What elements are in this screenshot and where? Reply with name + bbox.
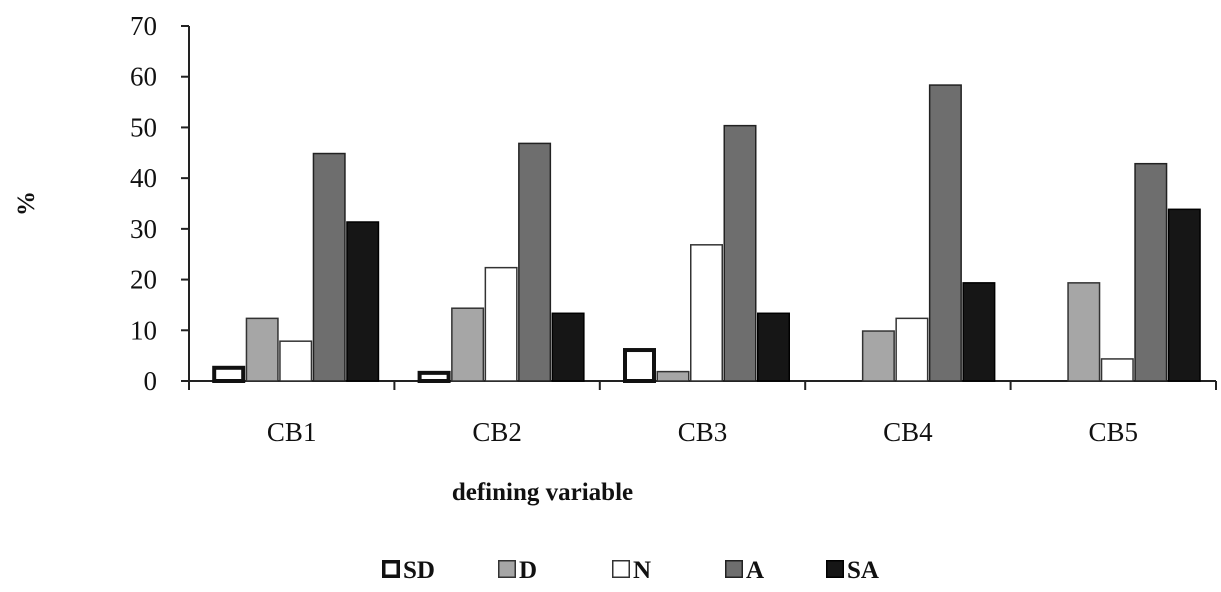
bar-a-cb5 — [1134, 162, 1168, 382]
legend: SD D N A SA — [382, 557, 879, 584]
legend-label-a: A — [746, 557, 764, 584]
bar-a-cb1 — [312, 152, 346, 382]
legend-swatch-d — [498, 560, 516, 578]
bar-d-cb3 — [656, 370, 690, 382]
legend-label-sa: SA — [847, 557, 879, 584]
y-tick-label: 20 — [130, 265, 157, 295]
bar-sa-cb1 — [346, 221, 380, 382]
legend-swatch-n — [612, 560, 630, 578]
y-axis — [181, 25, 190, 382]
bar-d-cb5 — [1067, 282, 1101, 382]
bar-sa-cb3 — [757, 312, 790, 382]
y-tick-label: 0 — [144, 366, 158, 396]
bar-n-cb4 — [895, 317, 929, 382]
bar-sd-cb1 — [212, 365, 246, 383]
y-tick-label: 60 — [130, 62, 157, 92]
bar-a-cb3 — [723, 124, 757, 382]
y-tick-label: 70 — [130, 11, 157, 41]
bars — [212, 84, 1201, 384]
bar-a-cb4 — [928, 84, 962, 382]
y-axis-title: % — [13, 191, 40, 216]
x-tick-label: CB3 — [678, 417, 728, 447]
bar-a-cb2 — [518, 142, 552, 382]
x-tick-label: CB5 — [1089, 417, 1139, 447]
bar-n-cb2 — [484, 266, 518, 382]
legend-label-n: N — [633, 557, 651, 584]
bar-d-cb2 — [451, 307, 485, 382]
y-tick-label: 30 — [130, 214, 157, 244]
legend-swatch-a — [725, 560, 743, 578]
bar-sa-cb4 — [962, 282, 996, 382]
bar-sd-cb3 — [623, 348, 656, 383]
legend-swatch-sd — [382, 560, 400, 578]
bar-sd-cb2 — [417, 370, 451, 384]
bar-d-cb4 — [861, 330, 895, 382]
legend-label-sd: SD — [403, 557, 435, 584]
x-tick-label: CB2 — [472, 417, 522, 447]
bar-sa-cb2 — [551, 312, 585, 382]
bar-sa-cb5 — [1167, 208, 1201, 382]
x-axis-title: defining variable — [452, 479, 633, 506]
y-tick-labels: 0 10 20 30 40 50 60 70 — [130, 11, 157, 396]
bar-d-cb1 — [245, 317, 279, 382]
x-tick-labels: CB1 CB2 CB3 CB4 CB5 — [267, 417, 1138, 447]
y-tick-label: 50 — [130, 112, 157, 142]
x-tick-label: CB1 — [267, 417, 317, 447]
bar-n-cb5 — [1100, 358, 1134, 382]
legend-swatch-sa — [826, 560, 844, 578]
y-tick-label: 40 — [130, 163, 157, 193]
x-tick-label: CB4 — [883, 417, 933, 447]
y-tick-label: 10 — [130, 315, 157, 345]
x-axis — [188, 380, 1217, 390]
bar-n-cb3 — [690, 244, 723, 382]
bar-n-cb1 — [279, 340, 313, 382]
legend-label-d: D — [519, 557, 537, 584]
